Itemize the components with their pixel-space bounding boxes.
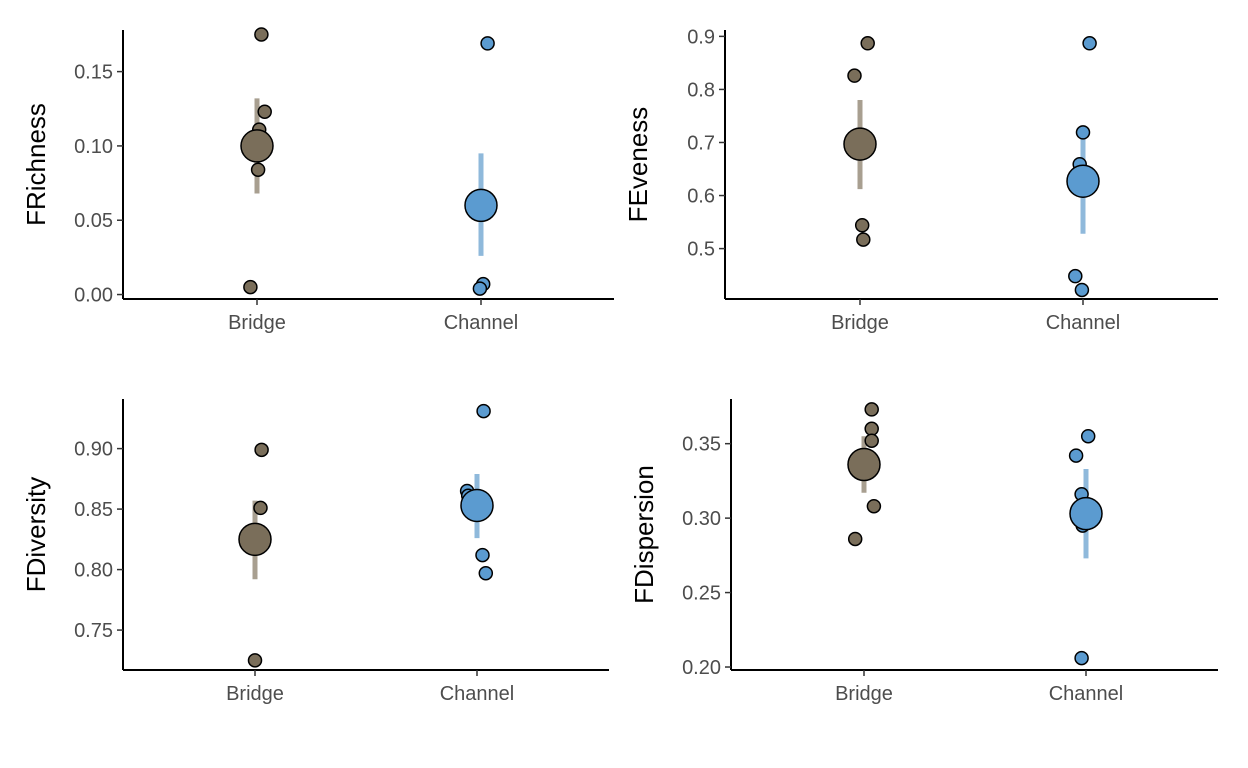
x-tick-label: Channel	[1049, 683, 1124, 705]
data-point-channel	[1074, 650, 1089, 666]
mean-point-bridge	[847, 447, 881, 482]
y-axis-title: FDiversity	[21, 477, 51, 593]
data-point-channel	[1074, 282, 1090, 298]
y-tick-label: 0.5	[687, 239, 715, 261]
data-point-bridge	[254, 27, 269, 42]
x-tick-label: Channel	[444, 312, 519, 334]
y-axis-title: FEveness	[623, 107, 653, 223]
y-tick-label: 0.05	[74, 210, 113, 232]
data-point-bridge	[847, 68, 862, 83]
data-point-channel	[1068, 448, 1084, 463]
data-point-bridge	[864, 402, 879, 417]
data-point-bridge	[860, 36, 875, 51]
y-tick-label: 0.00	[74, 285, 113, 307]
data-point-bridge	[253, 500, 268, 516]
data-point-bridge	[864, 421, 879, 437]
y-tick-label: 0.75	[74, 620, 113, 642]
y-tick-label: 0.7	[687, 132, 715, 154]
data-point-bridge	[866, 498, 882, 514]
data-point-channel	[478, 565, 494, 581]
mean-point-channel	[1066, 164, 1100, 198]
mean-point-channel	[464, 188, 498, 223]
data-point-channel	[1075, 125, 1091, 140]
data-point-bridge	[856, 232, 871, 247]
mean-point-bridge	[843, 127, 877, 161]
y-tick-label: 0.10	[74, 136, 113, 158]
x-tick-label: Bridge	[228, 312, 286, 334]
x-tick-label: Bridge	[226, 683, 284, 705]
panel-4: 0.20 0.25 0.30 0.35 Bridge Channel FDispersion	[629, 399, 1218, 705]
mean-point-bridge	[238, 522, 272, 557]
x-tick-label: Bridge	[831, 312, 889, 334]
y-tick-label: 0.80	[74, 560, 113, 582]
x-tick-label: Channel	[1046, 312, 1121, 334]
y-tick-label: 0.20	[682, 657, 721, 679]
y-tick-label: 0.30	[682, 508, 721, 530]
mean-point-channel	[460, 488, 494, 523]
y-tick-label: 0.8	[687, 79, 715, 101]
data-point-bridge	[250, 162, 266, 177]
data-point-channel	[475, 547, 490, 563]
data-point-channel	[1068, 268, 1083, 284]
panel-3: 0.75 0.80 0.85 0.90 Bridge Channel FDiversity	[21, 399, 609, 705]
data-point-channel	[480, 36, 495, 51]
data-point-bridge	[864, 433, 879, 448]
mean-point-bridge	[240, 129, 274, 163]
data-point-bridge	[247, 653, 263, 668]
panel-2: 0.5 0.6 0.7 0.8 0.9 Bridge Channel FEveness	[623, 26, 1218, 334]
data-point-bridge	[847, 531, 863, 547]
y-tick-label: 0.85	[74, 499, 113, 521]
data-point-bridge	[254, 442, 269, 458]
mean-point-channel	[1069, 496, 1103, 531]
data-point-bridge	[243, 279, 258, 295]
y-tick-label: 0.15	[74, 62, 113, 84]
y-tick-label: 0.35	[682, 434, 721, 456]
y-tick-label: 0.6	[687, 186, 715, 208]
y-tick-label: 0.90	[74, 439, 113, 461]
x-tick-label: Channel	[440, 683, 515, 705]
data-point-channel	[1082, 36, 1097, 51]
x-tick-label: Bridge	[835, 683, 893, 705]
data-point-bridge	[854, 218, 870, 233]
data-point-bridge	[257, 104, 272, 119]
y-tick-label: 0.25	[682, 583, 721, 605]
data-point-channel	[1080, 428, 1096, 444]
data-point-channel	[476, 403, 491, 419]
y-axis-title: FDispersion	[629, 465, 659, 604]
panel-1: 0.00 0.05 0.10 0.15 Bridge Channel FRichness	[21, 27, 614, 334]
y-axis-title: FRichness	[21, 103, 51, 226]
data-point-channel	[472, 281, 488, 296]
y-tick-label: 0.9	[687, 26, 715, 48]
